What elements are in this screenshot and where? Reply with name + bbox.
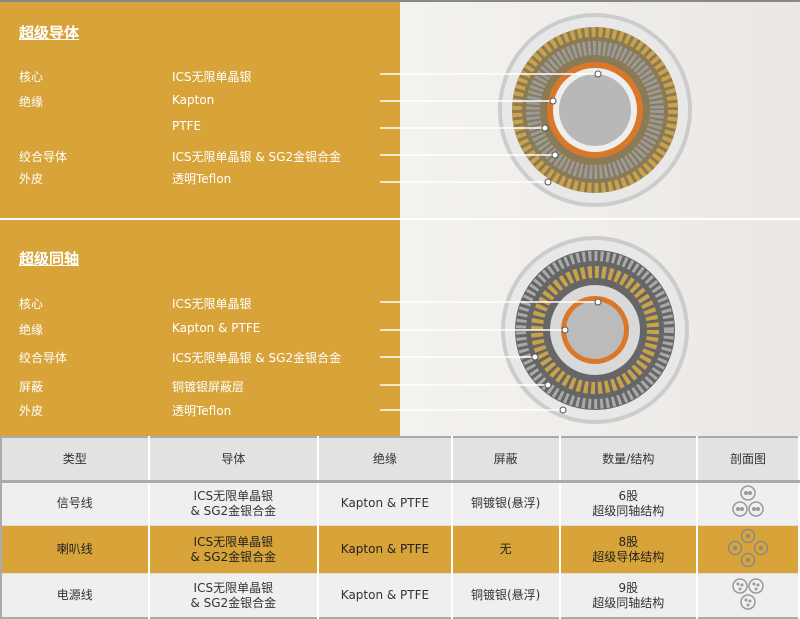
header-type: 类型 xyxy=(1,437,150,483)
four-conductor-cross-section-icon xyxy=(727,528,769,567)
cell-shield: 铜镀银(悬浮) xyxy=(451,481,561,527)
cell-type: 信号线 xyxy=(1,481,150,527)
cell-type: 电源线 xyxy=(1,573,150,619)
label: 绝缘 xyxy=(19,323,44,337)
label: 绞合导体 xyxy=(19,150,68,164)
cell-insulation: Kapton & PTFE xyxy=(318,525,453,575)
table-header-row: 类型 导体 绝缘 屏蔽 数量/结构 剖面图 xyxy=(1,437,800,483)
section-title: 超级导体 xyxy=(19,24,80,42)
label: 核心 xyxy=(19,297,44,311)
conductor-line: ICS无限单晶银 xyxy=(193,580,274,595)
label: 外皮 xyxy=(19,404,44,418)
section-title: 超级同轴 xyxy=(19,250,80,268)
label: 屏蔽 xyxy=(19,380,44,394)
conductor-line: & SG2金银合金 xyxy=(190,549,277,564)
cell-insulation: Kapton & PTFE xyxy=(318,573,453,619)
super-coax-panel: 超级同轴 核心 ICS无限单晶银 绝缘 Kapton & PTFE 绞合导体 I… xyxy=(0,220,800,436)
header-shield: 屏蔽 xyxy=(451,437,561,483)
label: 绞合导体 xyxy=(19,351,68,365)
value: PTFE xyxy=(172,119,202,133)
cell-cross-section xyxy=(697,573,800,619)
super-conductor-cross-section-image xyxy=(380,13,692,207)
value: 铜镀银屏蔽层 xyxy=(172,380,245,394)
value: ICS无限单晶银 xyxy=(172,297,252,311)
three-triple-cross-section-icon xyxy=(732,577,764,610)
super-conductor-panel: 超级导体 核心 ICS无限单晶银 绝缘 Kapton PTFE 绞合导体 ICS… xyxy=(0,0,800,218)
conductor-line: & SG2金银合金 xyxy=(190,595,277,610)
structure: 超级导体结构 xyxy=(592,549,665,564)
cell-shield: 铜镀银(悬浮) xyxy=(451,573,561,619)
label: 外皮 xyxy=(19,172,44,186)
cable-spec-table: 类型 导体 绝缘 屏蔽 数量/结构 剖面图 信号线 ICS无限单晶银 & SG2金… xyxy=(0,436,800,619)
cell-cross-section xyxy=(697,481,800,527)
conductor-line: & SG2金银合金 xyxy=(190,503,277,518)
cell-conductor: ICS无限单晶银 & SG2金银合金 xyxy=(148,573,320,619)
cell-count-structure: 9股 超级同轴结构 xyxy=(559,573,699,619)
value: Kapton & PTFE xyxy=(172,321,261,335)
super-coax-cross-section-image xyxy=(380,236,689,424)
value: ICS无限单晶银 & SG2金银合金 xyxy=(172,150,342,164)
cell-cross-section xyxy=(697,525,800,575)
structure: 超级同轴结构 xyxy=(592,503,665,518)
cell-conductor: ICS无限单晶银 & SG2金银合金 xyxy=(148,525,320,575)
table-row: 信号线 ICS无限单晶银 & SG2金银合金 Kapton & PTFE 铜镀银(… xyxy=(1,481,800,527)
label: 核心 xyxy=(19,70,44,84)
value: Kapton xyxy=(172,93,215,107)
conductor-line: ICS无限单晶银 xyxy=(193,534,274,549)
table-row: 喇叭线 ICS无限单晶银 & SG2金银合金 Kapton & PTFE 无 8股… xyxy=(1,525,800,575)
header-cross-section: 剖面图 xyxy=(697,437,800,483)
header-conductor: 导体 xyxy=(148,437,320,483)
label: 绝缘 xyxy=(19,95,44,109)
header-count-structure: 数量/结构 xyxy=(559,437,699,483)
count: 6股 xyxy=(618,488,639,503)
cell-count-structure: 6股 超级同轴结构 xyxy=(559,481,699,527)
value: 透明Teflon xyxy=(172,404,232,418)
value: ICS无限单晶银 & SG2金银合金 xyxy=(172,351,342,365)
value: ICS无限单晶银 xyxy=(172,70,252,84)
table-row: 电源线 ICS无限单晶银 & SG2金银合金 Kapton & PTFE 铜镀银(… xyxy=(1,573,800,619)
conductor-line: ICS无限单晶银 xyxy=(193,488,274,503)
cell-shield: 无 xyxy=(451,525,561,575)
cell-type: 喇叭线 xyxy=(1,525,150,575)
value: 透明Teflon xyxy=(172,172,232,186)
count: 8股 xyxy=(618,534,639,549)
three-coax-cross-section-icon xyxy=(732,485,764,517)
structure: 超级同轴结构 xyxy=(592,595,665,610)
count: 9股 xyxy=(618,580,639,595)
header-insulation: 绝缘 xyxy=(318,437,453,483)
cell-conductor: ICS无限单晶银 & SG2金银合金 xyxy=(148,481,320,527)
cell-insulation: Kapton & PTFE xyxy=(318,481,453,527)
cell-count-structure: 8股 超级导体结构 xyxy=(559,525,699,575)
